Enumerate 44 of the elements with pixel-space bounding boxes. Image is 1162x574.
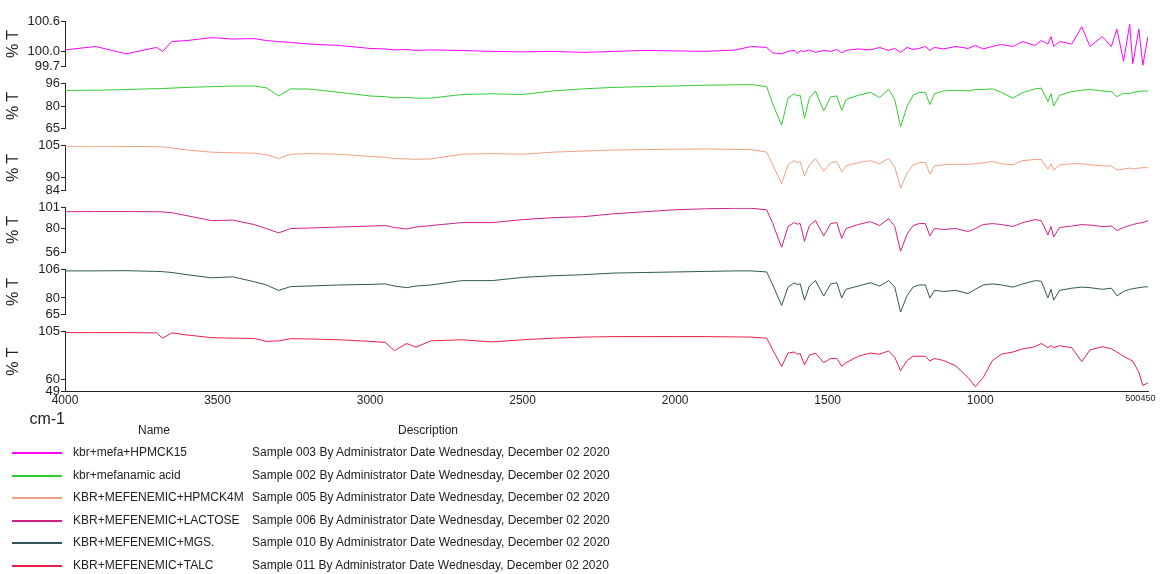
- x-tick-label: 500: [1125, 393, 1141, 404]
- text: Sample 011 By Administrator Date Wednesday, December 02 2020: [252, 558, 609, 572]
- x-tick-label: 1500: [814, 392, 842, 407]
- legend-label: KBR+MEFENEMIC+MGS.: [73, 535, 215, 550]
- y-tick-label: 101: [38, 199, 60, 215]
- y-tick-label: 106: [38, 261, 60, 277]
- x-tick-label: 3500: [204, 392, 232, 407]
- legend-label: KBR+MEFENEMIC+TALC: [73, 558, 214, 572]
- legend-label: KBR+MEFENEMIC+LACTOSE: [73, 512, 240, 527]
- text: Description: [398, 423, 459, 437]
- legend-label: kbr+mefa+HPMCK15: [73, 445, 188, 459]
- y-axis-title: % T: [4, 347, 22, 376]
- x-tick-label: 450: [1140, 393, 1156, 404]
- text: Sample 003 By Administrator Date Wednesday, December 02 2020: [252, 445, 610, 459]
- y-tick-label: 65: [45, 119, 60, 135]
- x-tick-label: 2000: [661, 392, 689, 407]
- y-tick-label: 105: [38, 137, 60, 153]
- y-tick-label: 56: [45, 243, 60, 259]
- x-tick-label: 2500: [509, 392, 537, 407]
- text: Sample 002 By Administrator Date Wednesday, December 02 2020: [252, 467, 610, 482]
- y-axis-title: % T: [4, 153, 22, 183]
- x-tick-label: 1000: [966, 392, 994, 407]
- text: Sample 006 By Administrator Date Wednesday, December 02 2020: [252, 512, 610, 527]
- y-tick-label: 80: [45, 98, 60, 114]
- y-tick-label: 80: [45, 220, 60, 236]
- legend-label: KBR+MEFENEMIC+HPMCK4M: [73, 490, 244, 505]
- y-axis-title: % T: [4, 215, 22, 245]
- y-tick-label: 96: [45, 75, 60, 91]
- text: Sample 005 By Administrator Date Wednesday, December 02 2020: [252, 490, 610, 505]
- x-tick-label: 3000: [356, 392, 384, 407]
- text: Sample 010 By Administrator Date Wednesday, December 02 2020: [252, 535, 610, 550]
- y-axis-title: % T: [4, 277, 22, 307]
- y-tick-label: 100.6: [27, 13, 60, 29]
- y-tick-label: 105: [38, 323, 60, 339]
- y-tick-label: 99.7: [34, 57, 60, 73]
- legend-title: Name: [138, 423, 171, 437]
- y-tick-label: 100.0: [27, 42, 60, 58]
- legend-label: kbr+mefanamic acid: [73, 467, 181, 482]
- x-axis-title: cm-1: [29, 409, 66, 427]
- y-tick-label: 60: [45, 371, 60, 387]
- y-axis-title: % T: [4, 91, 22, 121]
- y-tick-label: 65: [45, 305, 60, 321]
- y-tick-label: 80: [45, 289, 60, 305]
- y-axis-title: % T: [4, 29, 22, 59]
